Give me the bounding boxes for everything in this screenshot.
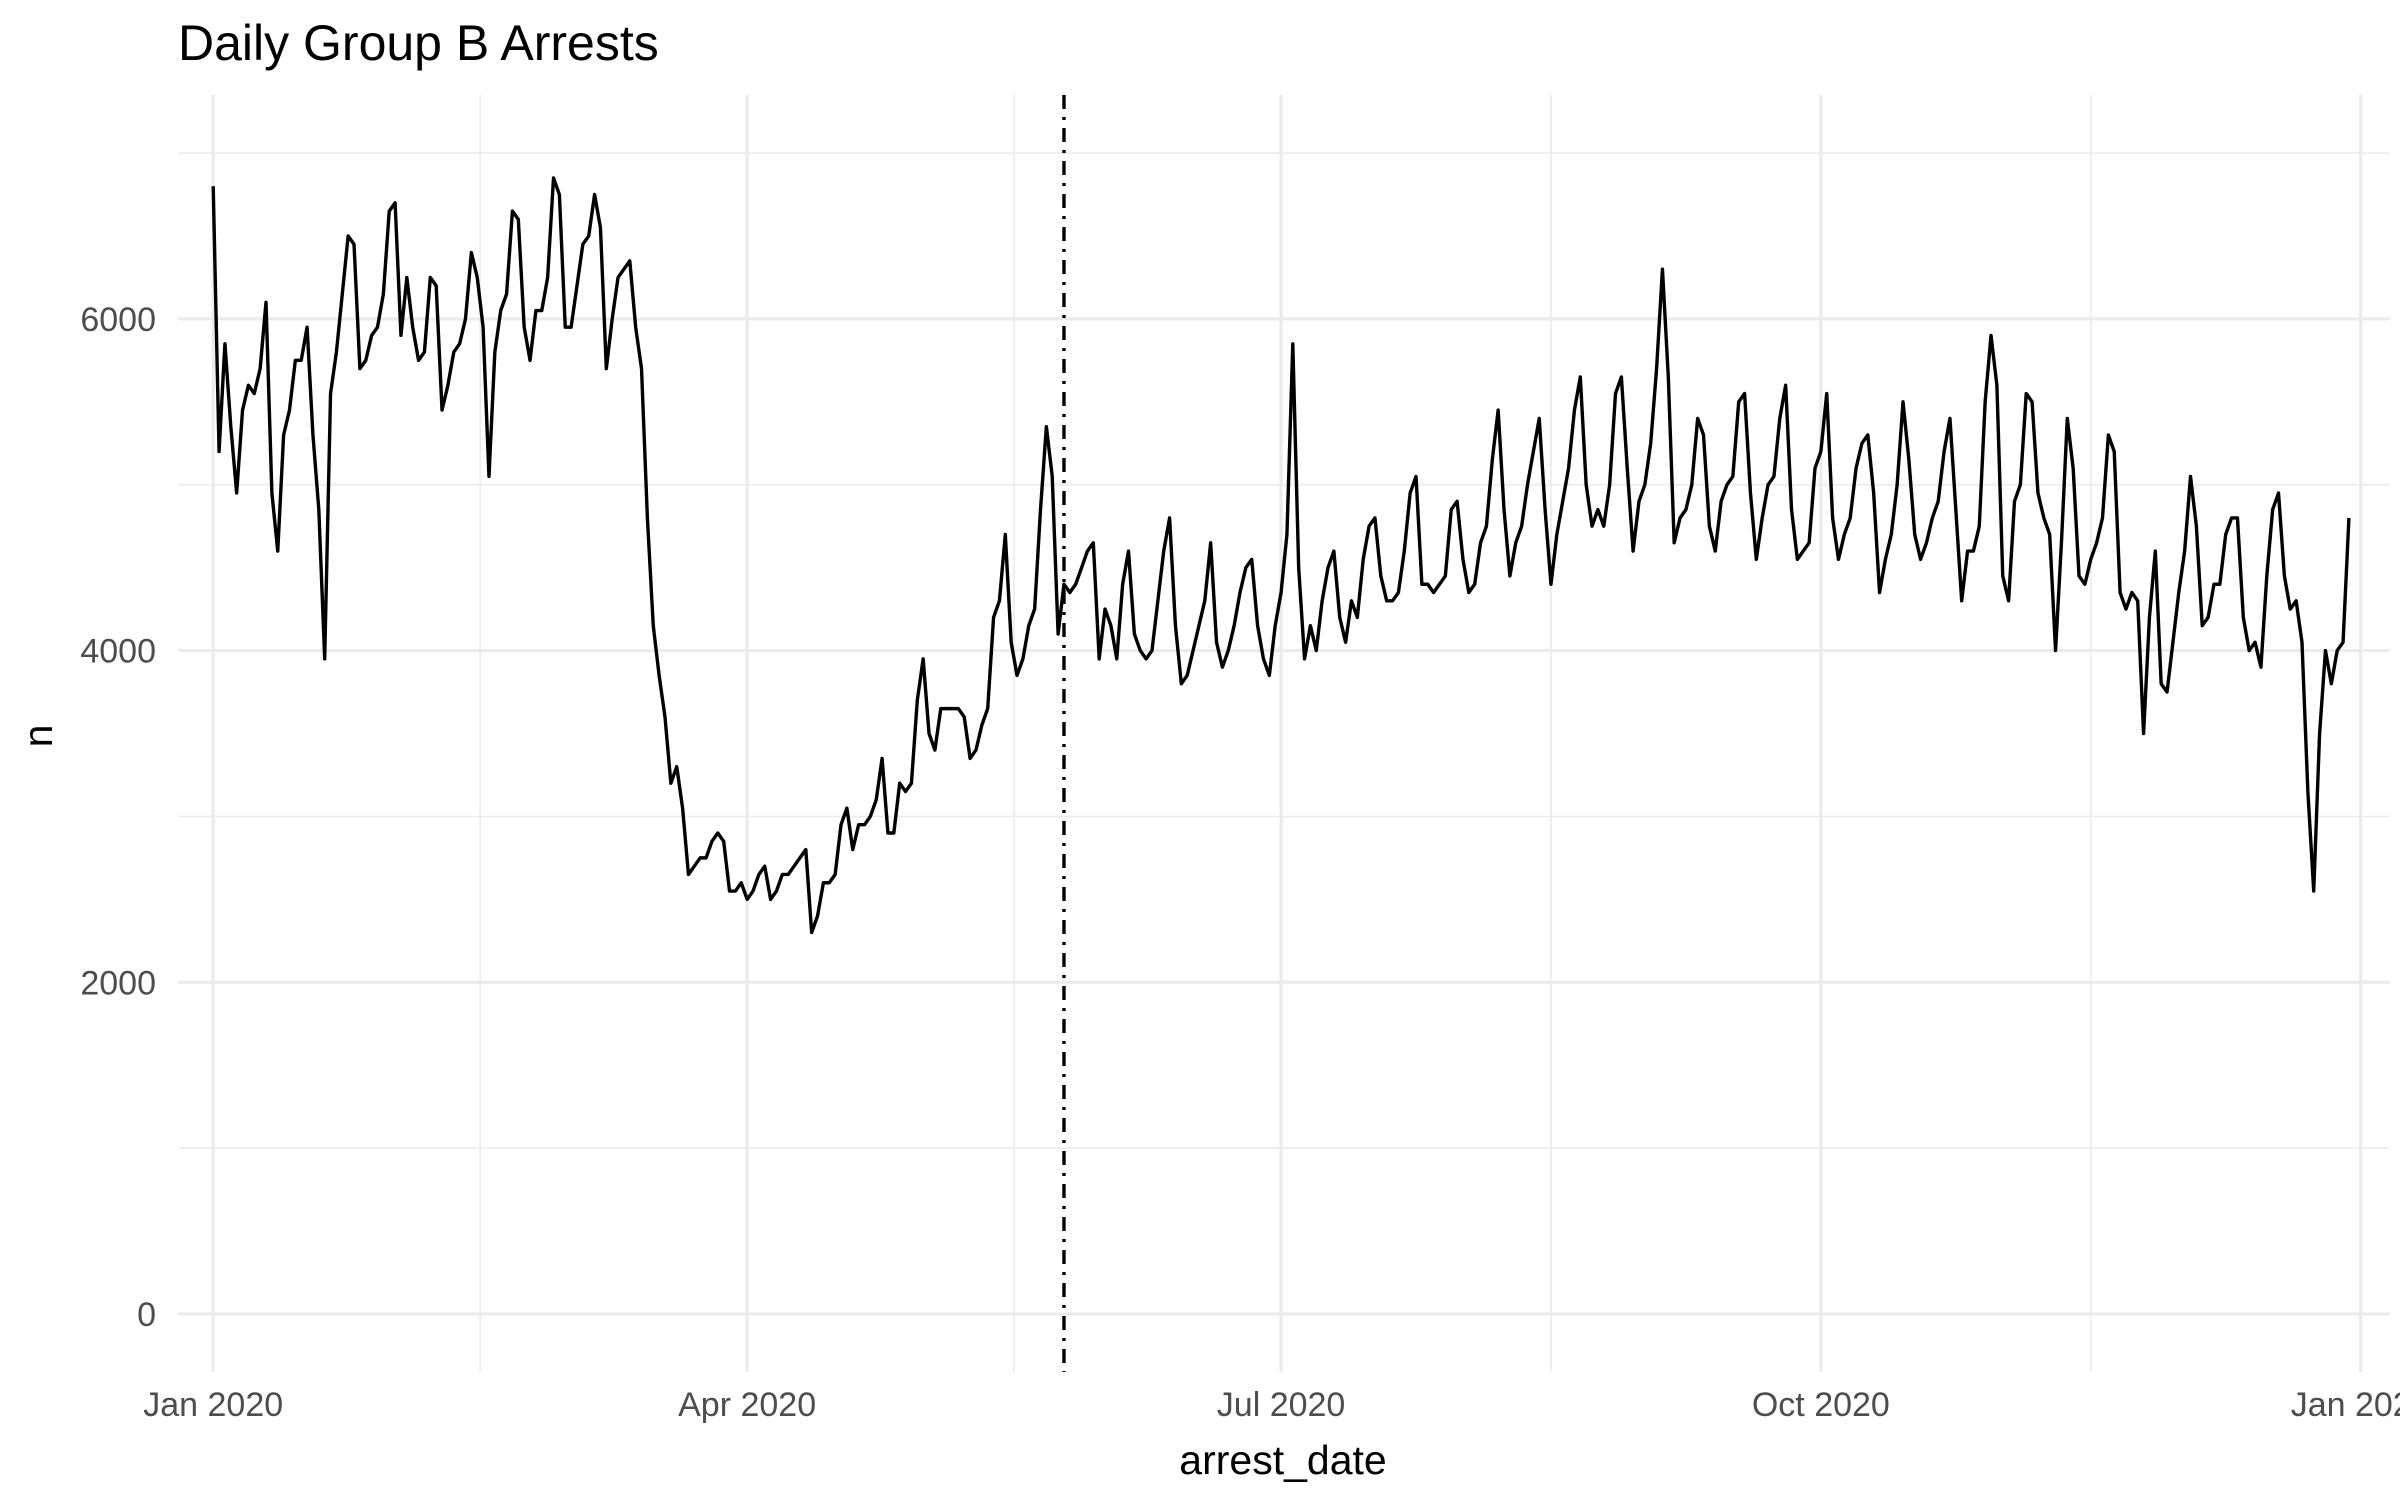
x-tick-label: Jan 2021 bbox=[2291, 1386, 2400, 1424]
x-tick-label: Jul 2020 bbox=[1217, 1386, 1346, 1424]
y-tick-label: 0 bbox=[137, 1296, 156, 1334]
x-axis-tick-labels: Jan 2020 Apr 2020 Jul 2020 Oct 2020 Jan 2021 bbox=[143, 1386, 2400, 1424]
y-tick-label: 4000 bbox=[80, 633, 156, 671]
x-axis-label: arrest_date bbox=[1179, 1437, 1386, 1483]
y-tick-label: 6000 bbox=[80, 301, 156, 339]
chart-title: Daily Group B Arrests bbox=[178, 15, 659, 71]
series-layer bbox=[211, 176, 2351, 935]
y-axis-label: n bbox=[15, 725, 61, 748]
series-line-n bbox=[211, 176, 2351, 935]
y-tick-label: 2000 bbox=[80, 964, 156, 1002]
x-tick-label: Jan 2020 bbox=[143, 1386, 283, 1424]
y-axis-tick-labels: 0 2000 4000 6000 bbox=[80, 301, 156, 1334]
x-tick-label: Oct 2020 bbox=[1752, 1386, 1890, 1424]
major-gridlines bbox=[178, 95, 2390, 1372]
x-tick-label: Apr 2020 bbox=[678, 1386, 816, 1424]
minor-gridlines bbox=[178, 95, 2390, 1372]
